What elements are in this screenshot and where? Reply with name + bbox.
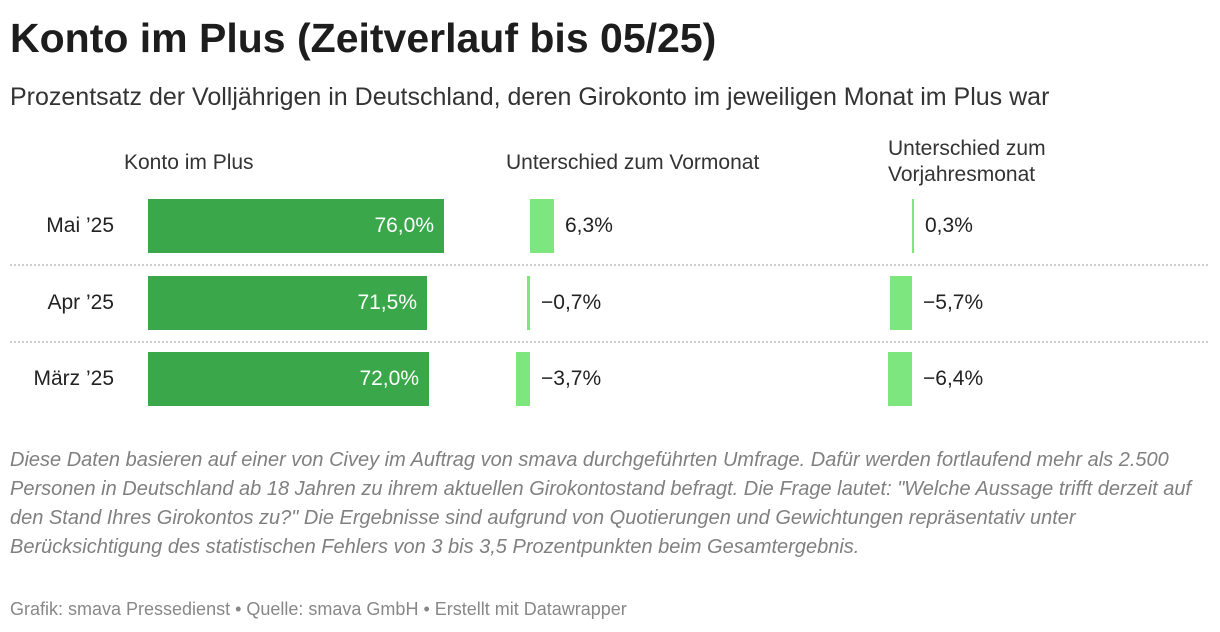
row-label: Mai ’25 <box>46 214 114 237</box>
bar-vormonat <box>516 352 530 406</box>
chart-title: Konto im Plus (Zeitverlauf bis 05/25) <box>10 15 717 61</box>
row-label: März ’25 <box>33 367 114 390</box>
bar-konto-im-plus <box>148 199 444 253</box>
column-header-konto-im-plus: Konto im Plus <box>124 151 254 174</box>
column-header-vorjahresmonat-line1: Unterschied zum <box>888 137 1046 160</box>
bar-vormonat <box>527 276 530 330</box>
bar-konto-im-plus <box>148 276 427 330</box>
bar-vorjahresmonat <box>890 276 912 330</box>
bar-vorjahresmonat <box>888 352 912 406</box>
footer-credits: Grafik: smava Pressedienst • Quelle: sma… <box>10 599 627 619</box>
bar-value-label: 72,0% <box>359 367 419 390</box>
value-label-vorjahresmonat: −5,7% <box>923 291 984 314</box>
row-divider <box>10 341 1208 343</box>
column-header-vorjahresmonat-line2: Vorjahresmonat <box>888 163 1036 186</box>
column-header-vorjahresmonat: Unterschied zum Vorjahresmonat <box>888 136 1046 188</box>
row-divider <box>10 264 1208 266</box>
bar-vorjahresmonat <box>912 199 914 253</box>
row-label: Apr ’25 <box>47 291 114 314</box>
value-label-vormonat: −3,7% <box>541 367 602 390</box>
bar-value-label: 76,0% <box>374 214 434 237</box>
value-label-vormonat: 6,3% <box>565 214 613 237</box>
bar-konto-im-plus <box>148 352 429 406</box>
bar-vormonat <box>530 199 554 253</box>
value-label-vorjahresmonat: 0,3% <box>925 214 973 237</box>
bar-value-label: 71,5% <box>357 291 417 314</box>
notes-text: Diese Daten basieren auf einer von Civey… <box>10 449 1192 558</box>
value-label-vorjahresmonat: −6,4% <box>923 367 984 390</box>
column-header-vormonat: Unterschied zum Vormonat <box>506 151 760 174</box>
chart-subtitle: Prozentsatz der Volljährigen in Deutschl… <box>10 83 1050 111</box>
value-label-vormonat: −0,7% <box>541 291 602 314</box>
